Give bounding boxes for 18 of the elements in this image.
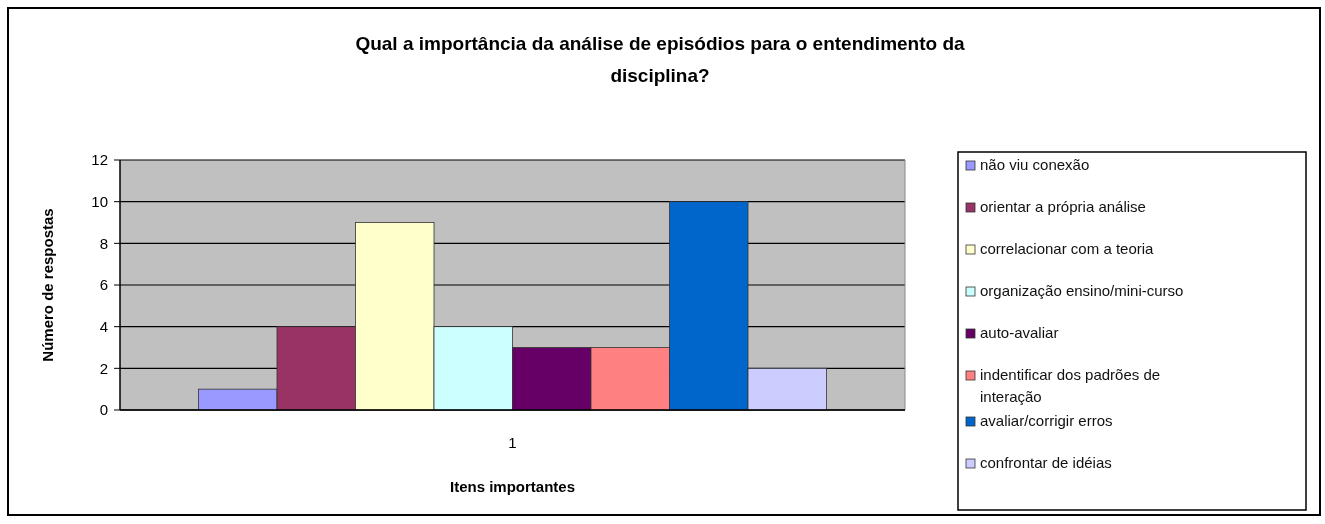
legend-label: organização ensino/mini-curso [980,282,1184,299]
y-tick-label: 10 [91,192,108,210]
x-tick-label: 1 [508,434,517,451]
y-tick-label: 12 [91,151,108,169]
legend-label: avaliar/corrigir erros [980,412,1113,429]
legend-label: orientar a própria análise [980,198,1146,215]
y-tick-label: 2 [99,359,108,377]
legend-label: correlacionar com a teoria [980,240,1155,257]
y-tick-label: 0 [99,401,108,419]
chart-title: Qual a importância da análise de episódios para o entendimento da disciplina? [355,33,966,86]
y-axis-title: Número de respostas [39,208,56,362]
legend-label: confrontar de idéias [980,454,1112,471]
legend-label: auto-avaliar [980,324,1059,341]
legend-label: não viu conexão [980,156,1090,173]
x-axis-title: Itens importantes [449,478,576,495]
y-tick-label: 8 [99,234,108,252]
y-tick-label: 4 [99,317,108,335]
y-tick-label: 6 [99,276,108,294]
